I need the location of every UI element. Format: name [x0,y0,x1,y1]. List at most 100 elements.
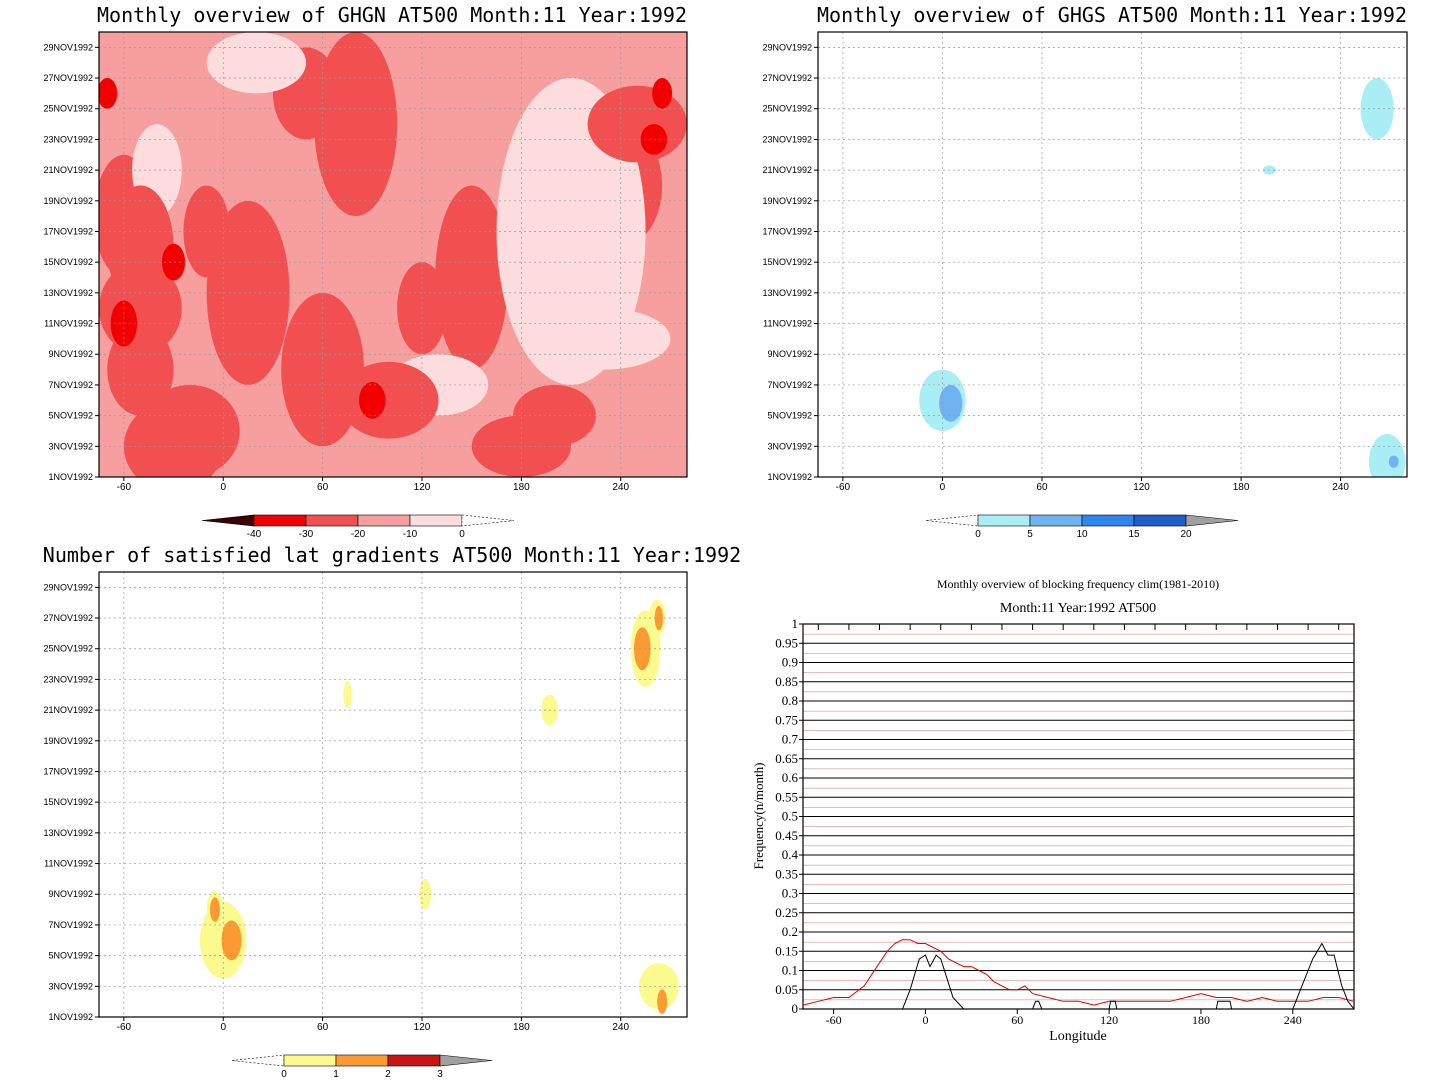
panel-2-plot [95,571,688,1067]
panel-0-colorbar-label-4: 0 [459,529,465,540]
panel-1-frame [817,31,1408,478]
panel-2-ytick-label-14: 29NOV1992 [43,582,93,592]
panel-2-ytick-label-11: 23NOV1992 [43,674,93,684]
panel-1-contour-2 [1360,78,1394,140]
panel-1-background [818,32,1407,477]
panel-0-colorbar-label-3: -10 [403,529,418,540]
panel-2-xtick-label-1: 0 [220,1022,226,1033]
panel-2-xtick-label-4: 180 [513,1022,530,1033]
panel-0-frame [98,31,688,478]
panel-1-ytick-label-4: 9NOV1992 [767,349,812,359]
panel-0-xtick-label-5: 240 [612,482,629,493]
line-chart-ytick-label-8: 0.4 [782,847,799,862]
panel-0-colorbar-cell-3 [409,514,463,527]
panel-0-ytick-label-1: 3NOV1992 [48,441,93,451]
panel-0-ytick-label-11: 23NOV1992 [43,134,93,144]
panel-2-ytick-label-7: 15NOV1992 [43,797,93,807]
panel-2-ytick-label-12: 25NOV1992 [43,644,93,654]
panel-1-colorbar [925,514,1239,527]
panel-1-ytick-label-2: 5NOV1992 [767,411,812,421]
panel-1-xtick-label-5: 240 [1332,482,1349,493]
panel-0-contour-2 [537,308,671,370]
panel-2-background [99,572,687,1017]
panel-1-colorbar-cell-2 [1081,514,1135,527]
panel-2-colorbar [231,1054,493,1067]
chart-title-ghgn: Monthly overview of GHGN AT500 Month:11 … [97,3,687,27]
panel-0-contour-16 [640,124,668,155]
panel-1-xtick-label-0: -60 [836,482,851,493]
panel-2-contour-3 [209,897,220,922]
panel-1-contour-4 [1388,455,1399,468]
panel-0-contour-12 [471,415,572,477]
panel-2-colorbar-label-2: 2 [385,1069,391,1080]
panel-0-plot [95,31,688,527]
panel-2-ytick-label-1: 3NOV1992 [48,981,93,991]
panel-1-ytick-label-14: 29NOV1992 [762,42,812,52]
line-chart-xtick-label-3: 120 [1100,1013,1118,1027]
line-chart-xtick-label-0: -60 [826,1013,842,1027]
panel-0-field [99,32,687,477]
panel-2-ytick-label-13: 27NOV1992 [43,613,93,623]
panel-0-ytick-label-0: 1NOV1992 [48,472,93,482]
panel-1-ytick-label-6: 13NOV1992 [762,288,812,298]
line-chart-ytick-label-16: 0.8 [782,693,798,708]
panel-2-ytick-label-2: 5NOV1992 [48,951,93,961]
line-chart-xtick-label-2: 60 [1011,1013,1023,1027]
x-axis-label: Longitude [1049,1029,1107,1044]
panel-1-contour-3 [1368,434,1406,477]
panel-0-ytick-label-6: 13NOV1992 [43,288,93,298]
panel-2-colorbar-label-1: 1 [333,1069,339,1080]
line-chart-ytick-label-1: 0.05 [775,982,798,997]
line-chart-ytick-label-9: 0.45 [775,828,798,843]
panel-1-colorbar-label-1: 5 [1027,529,1033,540]
panel-0-contour-7 [123,400,224,477]
chart-title-blocking: Monthly overview of blocking frequency c… [937,577,1219,591]
panel-1-colorbar-cell-3 [1133,514,1187,527]
line-chart-ytick-label-10: 0.5 [782,809,798,824]
panel-0-colorbar [201,514,515,527]
panel-2-colorbar-max-arrow [439,1054,493,1067]
panel-1-xtick-label-3: 120 [1133,482,1150,493]
panel-0-contour-15 [359,381,386,419]
line-chart-xtick-label-4: 180 [1192,1013,1210,1027]
panel-0-ytick-label-4: 9NOV1992 [48,349,93,359]
panel-0-ytick-label-14: 29NOV1992 [43,42,93,52]
panel-1-ytick-label-8: 17NOV1992 [762,226,812,236]
panel-0-ytick-label-3: 7NOV1992 [48,380,93,390]
y-axis-label: Frequency(n/month) [751,763,766,870]
panel-1-ytick-label-0: 1NOV1992 [767,472,812,482]
line-series-1 [803,942,1355,1010]
panel-0-contour-5 [314,32,398,217]
panel-0-ytick-label-13: 27NOV1992 [43,73,93,83]
panel-0-colorbar-label-2: -20 [351,529,366,540]
panel-2-colorbar-label-0: 0 [281,1069,287,1080]
panel-1-xtick-label-1: 0 [940,482,946,493]
panel-2-ytick-label-6: 13NOV1992 [43,828,93,838]
panel-0-ytick-label-8: 17NOV1992 [43,226,93,236]
panel-0-colorbar-cell-1 [305,514,359,527]
panel-0-contour-8 [339,361,439,439]
line-chart-ytick-label-19: 0.95 [775,635,798,650]
panel-1-ytick-label-9: 19NOV1992 [762,196,812,206]
panel-1-ytick-label-10: 21NOV1992 [762,165,812,175]
line-chart-ytick-label-3: 0.15 [775,943,798,958]
chart-title-ghgs: Monthly overview of GHGS AT500 Month:11 … [817,3,1407,27]
panel-2-contour-10 [343,680,352,709]
line-chart-ytick-label-13: 0.65 [775,751,798,766]
panel-2-colorbar-cell-1 [335,1054,389,1067]
line-chart-ytick-label-11: 0.55 [775,789,798,804]
panel-0-contour-14 [161,243,186,281]
panel-0-contour-11 [107,185,174,309]
panel-0-contour-4 [206,32,307,94]
panel-0-colorbar-label-0: -40 [247,529,262,540]
panel-0-ytick-label-9: 19NOV1992 [43,196,93,206]
panel-1-ytick-label-1: 3NOV1992 [767,441,812,451]
panel-0-contour-6 [206,200,290,385]
line-chart-ytick-label-18: 0.9 [782,655,798,670]
panel-1-xtick-label-2: 60 [1036,482,1048,493]
panel-0-xtick-label-2: 60 [317,482,329,493]
panel-1-xtick-label-4: 180 [1233,482,1250,493]
panel-1-colorbar-max-arrow [1185,514,1239,527]
panel-1-plot [814,31,1408,527]
